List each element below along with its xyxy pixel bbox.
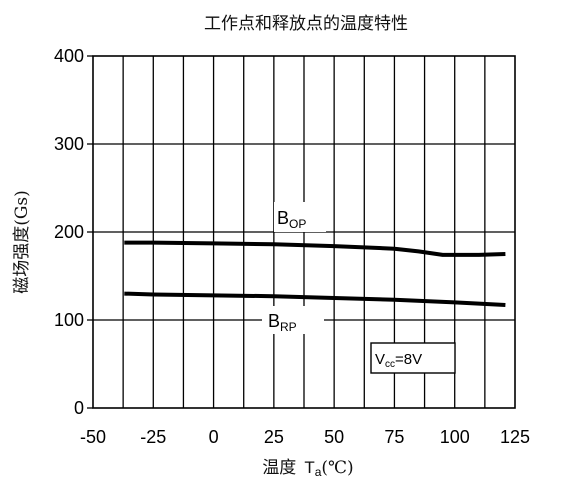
y-tick-labels: 0 100 200 300 400	[54, 46, 84, 418]
x-axis-label-main: 温度	[262, 458, 296, 478]
x-tick-label: -25	[140, 427, 166, 447]
vcc-main: V	[375, 351, 385, 368]
vcc-sub: cc	[385, 359, 395, 370]
x-tick-label: -50	[80, 427, 106, 447]
y-tick-label: 100	[54, 310, 84, 330]
x-tick-label: 0	[209, 427, 219, 447]
x-tick-label: 50	[324, 427, 344, 447]
x-axis-label-sub: a	[315, 465, 322, 479]
svg-text:Vcc=8V: Vcc=8V	[375, 351, 422, 370]
y-tick-label: 0	[74, 398, 84, 418]
x-tick-label: 25	[264, 427, 284, 447]
brp-label-main: B	[268, 311, 280, 331]
x-axis-label-unit: (℃)	[321, 458, 353, 478]
y-tick-label: 400	[54, 46, 84, 66]
y-tick-label: 300	[54, 134, 84, 154]
series-layer	[124, 240, 506, 307]
y-axis-label: 磁场强度(Gs)	[12, 190, 32, 294]
x-tick-labels: -50 -25 0 25 50 75 100 125	[80, 427, 530, 447]
series-line-bop	[124, 240, 506, 257]
brp-label-sub: RP	[280, 320, 297, 334]
series-line-brp	[124, 291, 506, 307]
x-tick-label: 75	[384, 427, 404, 447]
series-label-bop: BOP	[274, 202, 326, 232]
bop-label-main: B	[277, 208, 289, 228]
chart-title: 工作点和释放点的温度特性	[204, 14, 408, 34]
series-label-brp: BRP	[262, 306, 324, 334]
x-axis-label: 温度 Ta(℃)	[262, 458, 353, 479]
bop-label-sub: OP	[289, 217, 306, 231]
x-axis-label-t: T	[304, 458, 314, 477]
y-tick-label: 200	[54, 222, 84, 242]
svg-text:BRP: BRP	[268, 311, 297, 334]
svg-text:BOP: BOP	[277, 208, 306, 231]
vcc-annotation: Vcc=8V	[370, 342, 456, 374]
x-tick-label: 100	[440, 427, 470, 447]
vcc-rest: =8V	[395, 351, 422, 368]
x-tick-label: 125	[500, 427, 530, 447]
